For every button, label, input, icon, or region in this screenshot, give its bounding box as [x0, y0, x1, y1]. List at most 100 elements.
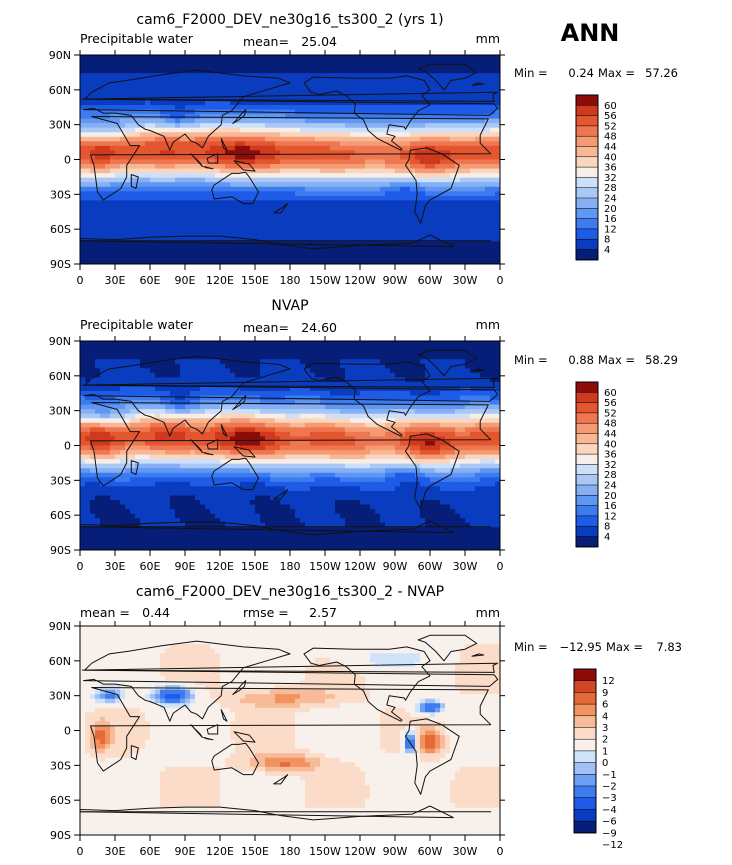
field-cell: [370, 341, 376, 347]
field-cell: [475, 64, 481, 70]
field-cell: [405, 173, 411, 179]
field-cell: [320, 186, 326, 192]
field-cell: [320, 218, 326, 224]
field-cell: [255, 204, 261, 211]
field-cell: [300, 372, 306, 378]
max-value: 58.29: [645, 353, 678, 367]
field-cell: [295, 118, 301, 124]
field-cell: [370, 363, 376, 369]
field-cell: [435, 390, 441, 397]
field-cell: [390, 368, 396, 374]
field-cell: [485, 341, 491, 347]
field-cell: [85, 109, 91, 115]
field-cell: [90, 345, 96, 351]
field-cell: [160, 195, 166, 201]
field-cell: [290, 127, 296, 133]
field-cell: [185, 86, 191, 92]
field-cell: [105, 359, 111, 365]
field-cell: [235, 132, 241, 138]
field-cell: [185, 232, 191, 238]
field-cell: [465, 173, 471, 179]
field-cell: [235, 123, 241, 129]
field-cell: [465, 254, 471, 261]
field-cell: [405, 214, 411, 220]
map-axes: 0 30E 60E 90E 120E 150E 180 150W 120W 90W 60W 30W 09…: [49, 49, 505, 287]
field-cell: [450, 250, 456, 256]
field-cell: [390, 354, 396, 360]
field-cell: [120, 77, 126, 83]
field-cell: [205, 204, 211, 211]
field-cell: [195, 109, 201, 115]
field-cell: [370, 82, 376, 88]
field-cell: [115, 82, 121, 88]
field-cell: [140, 259, 146, 264]
field-cell: [150, 55, 156, 61]
field-cell: [325, 68, 331, 74]
field-cell: [275, 218, 281, 224]
field-cell: [315, 254, 321, 261]
field-cell: [255, 227, 261, 233]
field-cell: [395, 191, 401, 197]
field-cell: [225, 341, 231, 347]
field-cell: [205, 245, 211, 251]
field-cell: [460, 150, 466, 156]
field-cell: [85, 177, 91, 183]
field-cell: [400, 64, 406, 70]
field-cell: [290, 204, 296, 211]
field-cell: [445, 377, 451, 383]
field-cell: [355, 204, 361, 211]
field-cell: [200, 150, 206, 156]
field-cell: [465, 232, 471, 238]
field-cell: [265, 100, 271, 106]
field-cell: [345, 132, 351, 138]
field-cell: [400, 354, 406, 360]
field-cell: [480, 132, 486, 138]
field-cell: [320, 114, 326, 120]
field-cell: [135, 91, 141, 97]
field-cell: [490, 386, 496, 392]
field-cell: [485, 236, 491, 242]
field-cell: [435, 241, 441, 247]
field-cell: [480, 368, 486, 374]
field-cell: [335, 173, 341, 179]
field-cell: [85, 173, 91, 179]
field-cell: [340, 73, 346, 79]
field-cell: [190, 195, 196, 201]
field-cell: [230, 354, 236, 360]
field-cell: [195, 64, 201, 70]
field-cell: [200, 381, 206, 388]
field-cell: [245, 381, 251, 388]
field-cell: [375, 200, 381, 206]
field-cell: [345, 68, 351, 74]
field-cell: [355, 91, 361, 97]
field-cell: [120, 227, 126, 233]
field-cell: [100, 150, 106, 156]
field-cell: [205, 182, 211, 188]
field-cell: [340, 182, 346, 188]
field-cell: [180, 250, 186, 256]
field-cell: [430, 150, 436, 156]
field-cell: [485, 350, 491, 356]
field-cell: [400, 232, 406, 238]
field-cell: [230, 55, 236, 61]
field-cell: [375, 204, 381, 211]
field-cell: [210, 209, 216, 215]
field-cell: [480, 241, 486, 247]
field-cell: [320, 123, 326, 129]
field-cell: [305, 59, 311, 65]
field-cell: [190, 363, 196, 369]
field-cell: [80, 95, 86, 102]
field-cell: [360, 127, 366, 133]
field-cell: [105, 214, 111, 220]
field-cell: [395, 68, 401, 74]
field-cell: [355, 354, 361, 360]
field-cell: [215, 209, 221, 215]
field-cell: [275, 350, 281, 356]
field-cell: [170, 354, 176, 360]
field-cell: [235, 136, 241, 142]
field-cell: [335, 64, 341, 70]
field-cell: [365, 159, 371, 165]
field-cell: [185, 100, 191, 106]
field-cell: [335, 363, 341, 369]
field-cell: [465, 68, 471, 74]
